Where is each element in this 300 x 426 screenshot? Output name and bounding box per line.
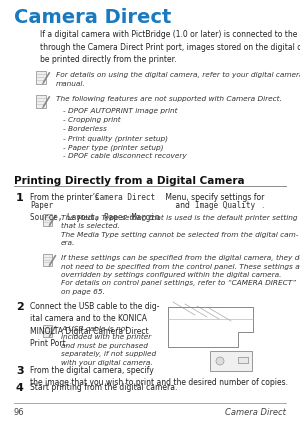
Text: Connect the USB cable to the dig-
ital camera and to the KONICA
MINOLTA Digital : Connect the USB cable to the dig- ital c… (30, 301, 160, 348)
Text: 4: 4 (16, 382, 24, 392)
Text: The following features are not supported with Camera Direct.: The following features are not supported… (56, 96, 282, 102)
Bar (238, 357, 248, 363)
Text: Paper
Source, Layout, Paper Margin: Paper Source, Layout, Paper Margin (30, 201, 160, 221)
Text: Menu, specify settings for: Menu, specify settings for (163, 193, 267, 201)
Text: - Paper type (printer setup): - Paper type (printer setup) (63, 144, 164, 150)
Text: The Media Type setting that is used is the default printer setting
that is selec: The Media Type setting that is used is t… (61, 215, 298, 245)
Text: - Borderless: - Borderless (63, 126, 107, 132)
Text: For details on using the digital camera, refer to your digital cameras
manual.: For details on using the digital camera,… (56, 72, 300, 86)
Text: - Cropping print: - Cropping print (63, 117, 121, 123)
Text: 3: 3 (16, 365, 24, 375)
Text: 1: 1 (16, 193, 24, 202)
Text: From the printer’s: From the printer’s (30, 193, 101, 201)
Bar (36, 96, 46, 109)
Bar (43, 325, 52, 337)
Text: A USB cable is not
included with the printer
and must be purchased
separately, i: A USB cable is not included with the pri… (61, 325, 156, 365)
Text: - DPOF AUTOPRINT image print: - DPOF AUTOPRINT image print (63, 108, 178, 114)
Text: .: . (261, 201, 263, 210)
Text: If a digital camera with PictBridge (1.0 or later) is connected to the printer
t: If a digital camera with PictBridge (1.0… (40, 30, 300, 64)
Bar (36, 72, 46, 85)
Text: Image Quality: Image Quality (195, 201, 255, 210)
Bar (43, 215, 52, 227)
Bar (210, 351, 252, 371)
Text: - DPOF cable disconnect recovery: - DPOF cable disconnect recovery (63, 153, 187, 159)
Text: Camera Direct: Camera Direct (95, 193, 155, 201)
Text: - Print quality (printer setup): - Print quality (printer setup) (63, 135, 168, 141)
Text: 2: 2 (16, 301, 24, 311)
Text: If these settings can be specified from the digital camera, they do
not need to : If these settings can be specified from … (61, 254, 300, 294)
Text: 96: 96 (14, 407, 25, 416)
Text: Camera Direct: Camera Direct (225, 407, 286, 416)
Text: and: and (173, 201, 192, 210)
Bar (43, 254, 52, 266)
Circle shape (216, 357, 224, 365)
Text: Camera Direct: Camera Direct (14, 8, 171, 27)
Text: From the digital camera, specify
the image that you wish to print and the desire: From the digital camera, specify the ima… (30, 365, 288, 386)
Text: Start printing from the digital camera.: Start printing from the digital camera. (30, 382, 177, 391)
Text: Printing Directly from a Digital Camera: Printing Directly from a Digital Camera (14, 176, 244, 186)
